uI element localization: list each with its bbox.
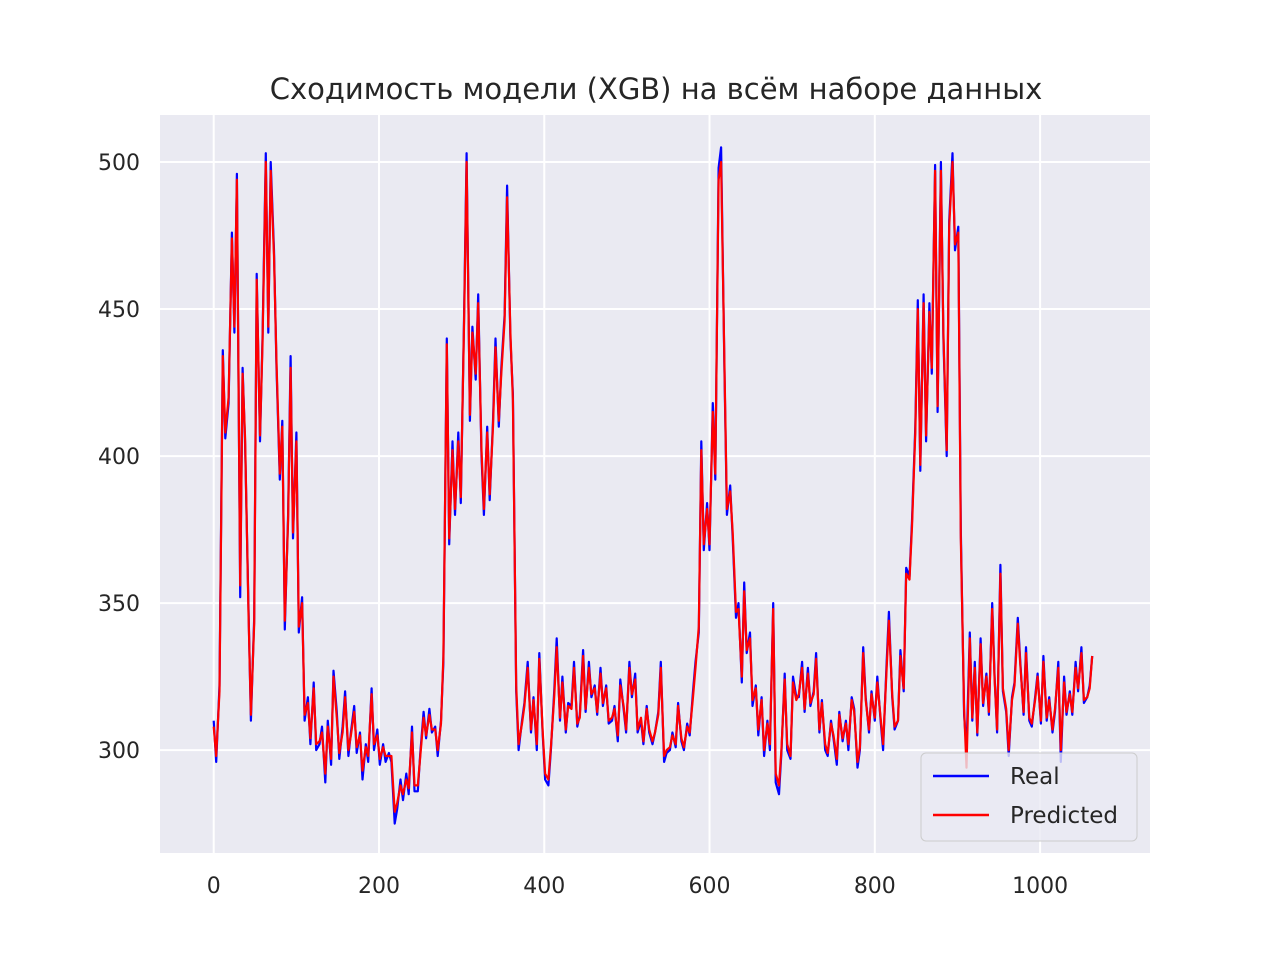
- x-tick-label: 400: [523, 874, 565, 899]
- x-axis-ticks: 0 200 400 600 800 1000: [207, 874, 1068, 899]
- series-line-predicted: [212, 160, 1094, 813]
- legend: Real Predicted: [920, 752, 1138, 842]
- plot-area: [160, 115, 1150, 853]
- y-tick-label: 400: [98, 445, 140, 470]
- x-tick-label: 1000: [1012, 874, 1068, 899]
- x-tick-label: 0: [207, 874, 221, 899]
- series-lines: [212, 146, 1094, 825]
- y-tick-label: 450: [98, 298, 140, 323]
- y-tick-label: 350: [98, 592, 140, 617]
- legend-label-predicted: Predicted: [1010, 803, 1118, 829]
- x-tick-label: 600: [689, 874, 731, 899]
- x-tick-label: 200: [358, 874, 400, 899]
- legend-label-real: Real: [1010, 764, 1060, 790]
- x-tick-label: 800: [854, 874, 896, 899]
- chart-title: Сходимость модели (XGB) на всём наборе д…: [270, 72, 1043, 106]
- y-tick-label: 300: [98, 739, 140, 764]
- y-axis-ticks: 300 350 400 450 500: [98, 151, 140, 764]
- grid-lines: [160, 115, 1150, 853]
- y-tick-label: 500: [98, 151, 140, 176]
